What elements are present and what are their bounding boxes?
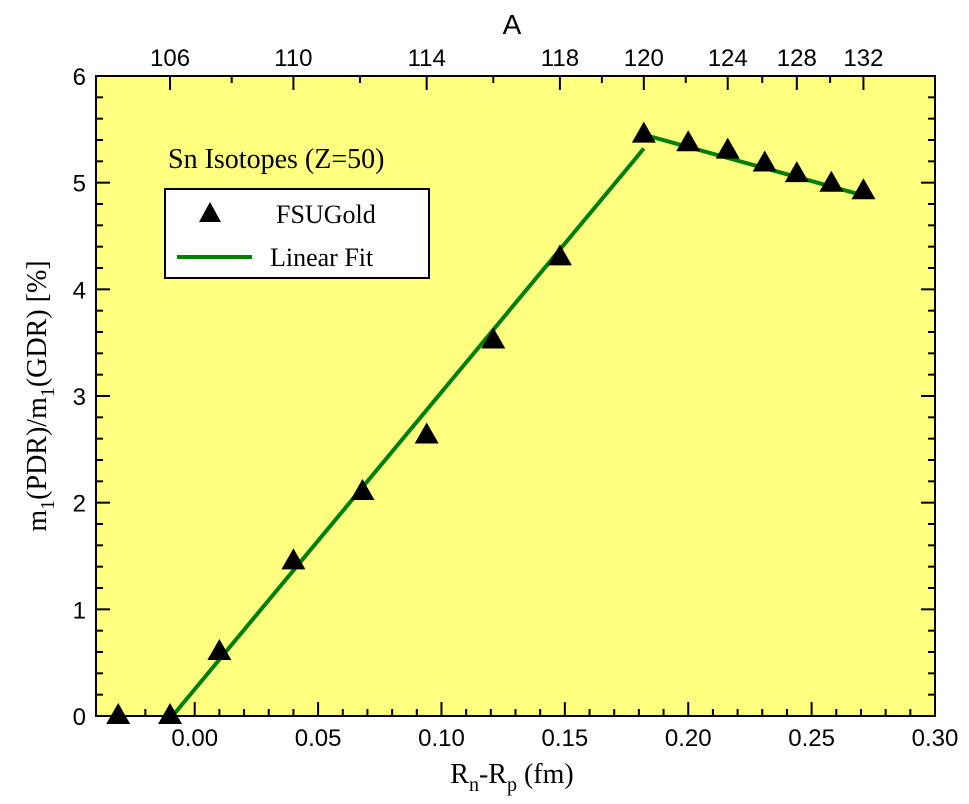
- data-point-7: [547, 244, 572, 266]
- x-tick-label: 0.05: [295, 725, 342, 752]
- x-title-r: R: [450, 759, 469, 790]
- x-title-sub-p: p: [507, 774, 517, 796]
- y-title-sub2: 1: [37, 387, 59, 397]
- y-tick-label: 6: [73, 64, 86, 91]
- y-tick-label: 2: [73, 491, 86, 518]
- y-tick-label: 3: [73, 384, 86, 411]
- top-tick-label: 114: [408, 45, 446, 72]
- top-tick-label: 128: [777, 45, 817, 72]
- data-point-11: [752, 150, 777, 172]
- x-tick-label: 0.30: [912, 725, 959, 752]
- plot-area: [96, 76, 935, 716]
- x-axis-title: Rn-Rp (fm): [450, 759, 573, 796]
- top-tick-label: 132: [843, 45, 883, 72]
- data-point-13: [819, 170, 844, 192]
- data-point-2: [207, 639, 232, 660]
- legend-label-fsugold: FSUGold: [276, 200, 376, 229]
- y-title-gdr: (GDR) [%]: [22, 260, 53, 387]
- legend-label-linear-fit: Linear Fit: [270, 243, 374, 272]
- data-point-5: [414, 422, 439, 444]
- top-tick-label: 106: [150, 45, 190, 72]
- top-axis-title: A: [503, 9, 522, 40]
- data-markers-group: [106, 121, 876, 724]
- x-tick-label: 0.00: [171, 725, 218, 752]
- data-point-8: [631, 121, 656, 143]
- data-point-6: [481, 327, 506, 349]
- legend-triangle-marker: [199, 202, 221, 222]
- y-axis-title: m1(PDR)/m1(GDR) [%]: [22, 260, 59, 531]
- data-point-12: [784, 161, 809, 183]
- top-tick-label: 120: [624, 45, 664, 72]
- y-title-sub1: 1: [37, 500, 59, 510]
- top-tick-label: 118: [541, 45, 579, 72]
- x-tick-label: 0.15: [541, 725, 588, 752]
- data-point-10: [715, 137, 740, 159]
- x-tick-label: 0.25: [788, 725, 835, 752]
- y-tick-label: 1: [73, 597, 86, 624]
- y-title-m1: m: [22, 510, 53, 532]
- annotation-sn-isotopes: Sn Isotopes (Z=50): [168, 144, 384, 175]
- y-tick-label: 5: [73, 171, 86, 198]
- data-point-1: [158, 703, 183, 724]
- top-tick-label: 124: [708, 45, 748, 72]
- x-title-unit: (fm): [517, 759, 574, 790]
- y-tick-label: 0: [73, 704, 86, 731]
- top-tick-label: 110: [274, 45, 312, 72]
- data-point-4: [350, 479, 375, 500]
- x-tick-label: 0.10: [418, 725, 465, 752]
- data-point-0: [106, 703, 131, 724]
- plot-frame: [95, 75, 936, 717]
- data-point-9: [676, 130, 701, 152]
- y-title-pdr: (PDR)/m: [22, 397, 53, 500]
- data-point-14: [851, 178, 876, 200]
- x-title-mid: -R: [479, 759, 507, 790]
- x-title-sub-n: n: [469, 774, 479, 796]
- y-tick-label: 4: [73, 277, 86, 304]
- fit-line-segment-0: [170, 147, 646, 718]
- x-tick-label: 0.20: [665, 725, 712, 752]
- data-point-3: [281, 548, 306, 570]
- legend: FSUGold Linear Fit: [164, 188, 430, 279]
